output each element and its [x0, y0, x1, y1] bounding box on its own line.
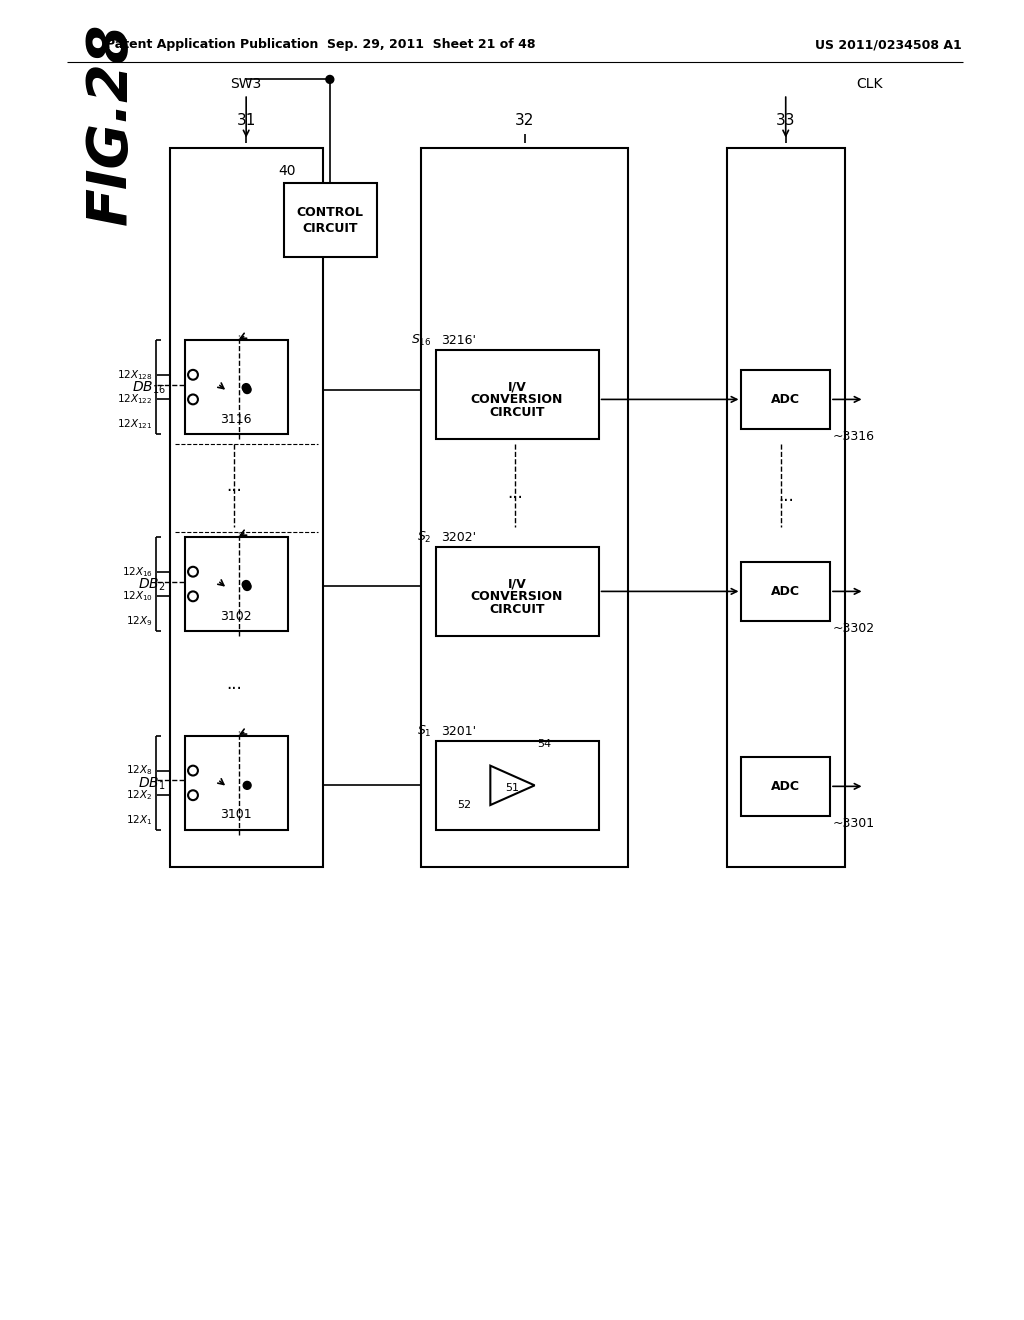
Text: $DB_{16}$: $DB_{16}$ [131, 379, 166, 396]
Text: $DB_1$: $DB_1$ [138, 775, 166, 792]
Text: $12X_8$: $12X_8$ [126, 764, 153, 777]
Text: $12X_{16}$: $12X_{16}$ [122, 565, 153, 578]
Text: I/V: I/V [508, 577, 526, 590]
Text: ADC: ADC [771, 393, 800, 407]
Text: ADC: ADC [771, 585, 800, 598]
Circle shape [243, 384, 250, 392]
Text: $S_2$: $S_2$ [417, 529, 431, 545]
Text: CIRCUIT: CIRCUIT [489, 603, 545, 615]
FancyBboxPatch shape [436, 546, 599, 636]
Text: FIG.28: FIG.28 [84, 22, 138, 224]
FancyBboxPatch shape [170, 148, 323, 867]
FancyBboxPatch shape [436, 741, 599, 830]
FancyBboxPatch shape [185, 737, 289, 830]
Text: ~3301: ~3301 [833, 817, 876, 830]
FancyBboxPatch shape [741, 562, 830, 620]
Text: CIRCUIT: CIRCUIT [489, 405, 545, 418]
FancyBboxPatch shape [185, 537, 289, 631]
Text: 3202': 3202' [441, 531, 476, 544]
Text: 31: 31 [237, 114, 256, 128]
Circle shape [243, 581, 250, 589]
Text: 32: 32 [515, 114, 535, 128]
Text: CIRCUIT: CIRCUIT [302, 222, 357, 235]
Text: $S_1$: $S_1$ [417, 723, 431, 739]
Text: $12X_{10}$: $12X_{10}$ [122, 590, 153, 603]
Text: $12X_{122}$: $12X_{122}$ [117, 392, 153, 407]
Circle shape [244, 385, 251, 393]
Text: $12X_{121}$: $12X_{121}$ [117, 417, 153, 430]
Text: $12X_{128}$: $12X_{128}$ [117, 368, 153, 381]
Text: Sep. 29, 2011  Sheet 21 of 48: Sep. 29, 2011 Sheet 21 of 48 [327, 38, 536, 51]
Text: ...: ... [778, 487, 794, 504]
FancyBboxPatch shape [727, 148, 845, 867]
Text: US 2011/0234508 A1: US 2011/0234508 A1 [815, 38, 962, 51]
Text: ...: ... [226, 477, 243, 495]
Text: CLK: CLK [856, 78, 883, 91]
Text: Patent Application Publication: Patent Application Publication [106, 38, 318, 51]
FancyBboxPatch shape [422, 148, 628, 867]
FancyBboxPatch shape [185, 341, 289, 434]
Circle shape [326, 75, 334, 83]
Text: SW3: SW3 [230, 78, 262, 91]
Text: 51: 51 [505, 783, 519, 793]
Text: $S_{16}$: $S_{16}$ [411, 333, 431, 348]
Text: I/V: I/V [508, 380, 526, 393]
Text: ...: ... [507, 484, 523, 502]
Text: CONVERSION: CONVERSION [471, 590, 563, 603]
Text: ~3316: ~3316 [833, 430, 874, 444]
FancyBboxPatch shape [284, 182, 377, 256]
Text: $12X_9$: $12X_9$ [126, 614, 153, 628]
Text: 3102: 3102 [220, 610, 252, 623]
Text: 33: 33 [776, 114, 796, 128]
Text: $12X_2$: $12X_2$ [127, 788, 153, 803]
Text: 3216': 3216' [441, 334, 476, 347]
Text: ~3302: ~3302 [833, 622, 876, 635]
Text: ...: ... [226, 675, 243, 693]
Text: 3101: 3101 [220, 808, 252, 821]
Text: 3116: 3116 [220, 413, 252, 425]
Text: 3201': 3201' [441, 725, 476, 738]
Text: 54: 54 [538, 739, 552, 748]
Text: 52: 52 [458, 800, 472, 810]
Text: ADC: ADC [771, 780, 800, 793]
Text: 40: 40 [279, 164, 296, 178]
Text: $DB_2$: $DB_2$ [138, 577, 166, 593]
Text: CONTROL: CONTROL [296, 206, 364, 219]
FancyBboxPatch shape [436, 350, 599, 438]
FancyBboxPatch shape [741, 370, 830, 429]
Text: CONVERSION: CONVERSION [471, 393, 563, 407]
Circle shape [244, 781, 251, 789]
FancyBboxPatch shape [741, 756, 830, 816]
Circle shape [244, 582, 251, 590]
Text: $12X_1$: $12X_1$ [126, 813, 153, 826]
